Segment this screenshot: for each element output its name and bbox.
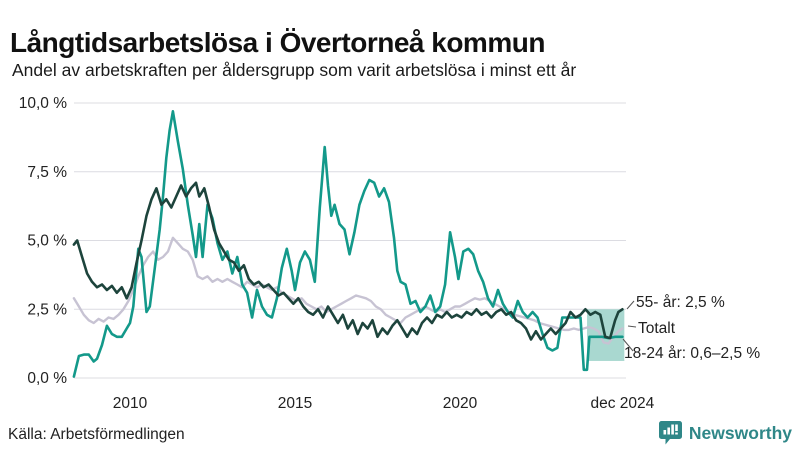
connector-totalt — [627, 325, 637, 328]
connector-55-ar — [626, 300, 635, 310]
chart-subtitle: Andel av arbetskraften per åldersgrupp s… — [12, 60, 577, 80]
source-note: Källa: Arbetsförmedlingen — [8, 426, 185, 443]
y-axis-tick-label: 0,0 % — [27, 370, 67, 387]
x-axis-tick-label: 2010 — [113, 395, 148, 412]
page-title: Långtidsarbetslösa i Övertorneå kommun — [10, 26, 545, 58]
annotation-55-ar: 55- år: 2,5 % — [636, 294, 725, 311]
y-axis-tick-label: 10,0 % — [19, 95, 67, 112]
series-line-55-r — [72, 181, 624, 341]
x-axis-tick-label: dec 2024 — [590, 395, 654, 412]
y-axis-tick-label: 2,5 % — [27, 301, 67, 318]
newsworthy-wordmark: Newsworthy — [688, 422, 792, 443]
x-axis-tick-label: 2020 — [443, 395, 478, 412]
y-axis-tick-label: 7,5 % — [27, 164, 67, 181]
y-axis-tick-label: 5,0 % — [27, 233, 67, 250]
series-line-totalt — [72, 236, 624, 345]
x-axis-tick-label: 2015 — [278, 395, 312, 412]
connector-18-24-ar — [622, 338, 634, 352]
annotation-18-24-ar: 18-24 år: 0,6–2,5 % — [624, 345, 761, 362]
annotation-totalt: Totalt — [638, 320, 676, 337]
newsworthy-chart-bubble-icon — [658, 421, 682, 445]
series-line-18-24-r — [72, 110, 624, 378]
newsworthy-logo[interactable]: Newsworthy — [658, 420, 792, 446]
